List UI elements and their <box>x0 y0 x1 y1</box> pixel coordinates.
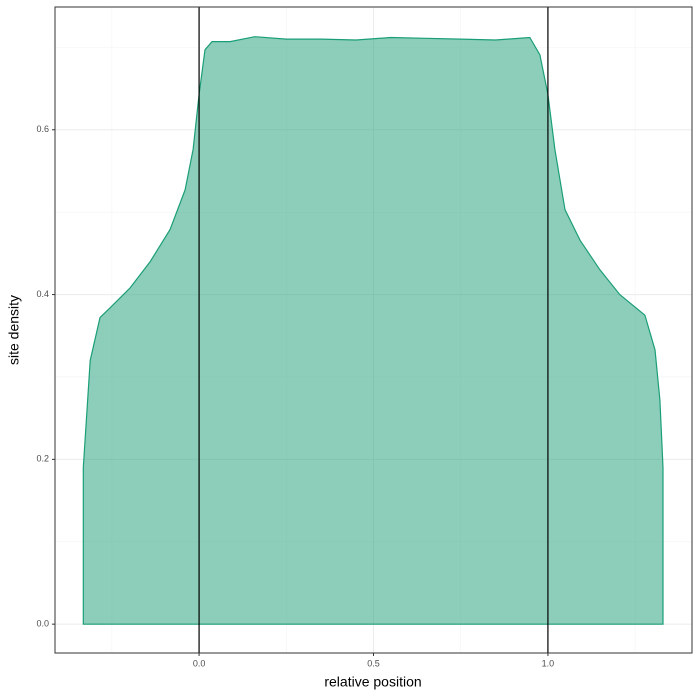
y-tick-label: 0.6 <box>36 124 49 134</box>
x-tick-label: 1.0 <box>542 658 555 668</box>
y-tick-label: 0.0 <box>36 619 49 629</box>
y-axis-title: site density <box>6 295 22 365</box>
panel-border <box>54 6 693 654</box>
y-tick-label: 0.2 <box>36 454 49 464</box>
x-tick-label: 0.0 <box>193 658 206 668</box>
x-tick-label: 0.5 <box>367 658 380 668</box>
y-tick-label: 0.4 <box>36 289 49 299</box>
density-area <box>82 36 664 625</box>
x-axis-title: relative position <box>324 674 421 690</box>
